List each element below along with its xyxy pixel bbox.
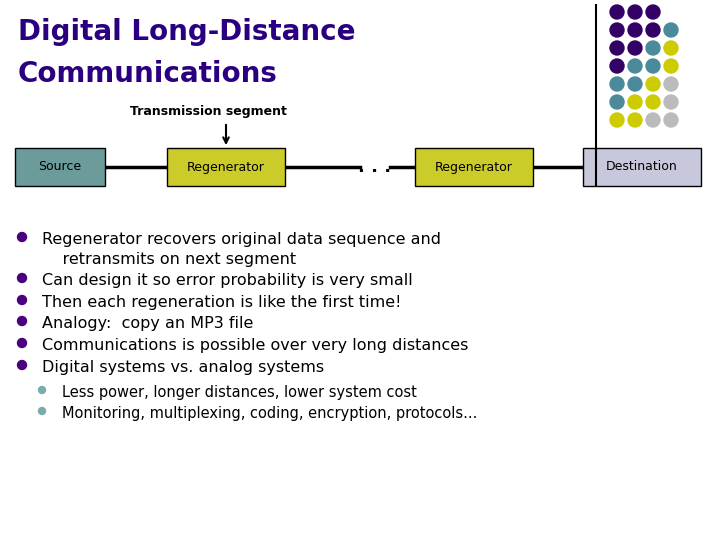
- FancyBboxPatch shape: [15, 148, 105, 186]
- Text: Regenerator: Regenerator: [435, 160, 513, 173]
- Circle shape: [646, 59, 660, 73]
- Circle shape: [17, 339, 27, 348]
- Circle shape: [628, 113, 642, 127]
- Circle shape: [646, 77, 660, 91]
- Text: Communications is possible over very long distances: Communications is possible over very lon…: [42, 338, 469, 353]
- Text: Digital systems vs. analog systems: Digital systems vs. analog systems: [42, 360, 324, 375]
- Circle shape: [646, 41, 660, 55]
- Circle shape: [38, 408, 45, 415]
- Circle shape: [664, 77, 678, 91]
- Circle shape: [664, 113, 678, 127]
- Circle shape: [646, 5, 660, 19]
- Text: Source: Source: [38, 160, 81, 173]
- Circle shape: [628, 41, 642, 55]
- Circle shape: [17, 316, 27, 326]
- Circle shape: [17, 233, 27, 241]
- FancyBboxPatch shape: [583, 148, 701, 186]
- Circle shape: [17, 295, 27, 305]
- Circle shape: [610, 5, 624, 19]
- Circle shape: [628, 95, 642, 109]
- Text: Regenerator recovers original data sequence and: Regenerator recovers original data seque…: [42, 232, 441, 247]
- Circle shape: [646, 113, 660, 127]
- FancyBboxPatch shape: [415, 148, 533, 186]
- Text: Regenerator: Regenerator: [187, 160, 265, 173]
- Text: Analogy:  copy an MP3 file: Analogy: copy an MP3 file: [42, 316, 253, 331]
- Text: retransmits on next segment: retransmits on next segment: [42, 252, 296, 267]
- Text: Can design it so error probability is very small: Can design it so error probability is ve…: [42, 273, 413, 288]
- Circle shape: [664, 23, 678, 37]
- Circle shape: [17, 361, 27, 369]
- Text: Monitoring, multiplexing, coding, encryption, protocols...: Monitoring, multiplexing, coding, encryp…: [62, 406, 477, 421]
- FancyBboxPatch shape: [167, 148, 285, 186]
- Text: Transmission segment: Transmission segment: [130, 105, 287, 118]
- Circle shape: [610, 59, 624, 73]
- Circle shape: [610, 113, 624, 127]
- Circle shape: [628, 59, 642, 73]
- Circle shape: [38, 387, 45, 394]
- Text: Digital Long-Distance: Digital Long-Distance: [18, 18, 356, 46]
- Circle shape: [628, 5, 642, 19]
- Circle shape: [610, 23, 624, 37]
- Circle shape: [610, 77, 624, 91]
- Circle shape: [17, 273, 27, 282]
- Circle shape: [646, 95, 660, 109]
- Circle shape: [628, 23, 642, 37]
- Circle shape: [628, 77, 642, 91]
- Text: Then each regeneration is like the first time!: Then each regeneration is like the first…: [42, 295, 401, 310]
- Circle shape: [664, 59, 678, 73]
- Text: Destination: Destination: [606, 160, 678, 173]
- Circle shape: [664, 41, 678, 55]
- Circle shape: [610, 95, 624, 109]
- Circle shape: [664, 95, 678, 109]
- Text: Communications: Communications: [18, 60, 278, 88]
- Text: . . .: . . .: [359, 158, 392, 176]
- Text: Less power, longer distances, lower system cost: Less power, longer distances, lower syst…: [62, 385, 417, 400]
- Circle shape: [610, 41, 624, 55]
- Circle shape: [646, 23, 660, 37]
